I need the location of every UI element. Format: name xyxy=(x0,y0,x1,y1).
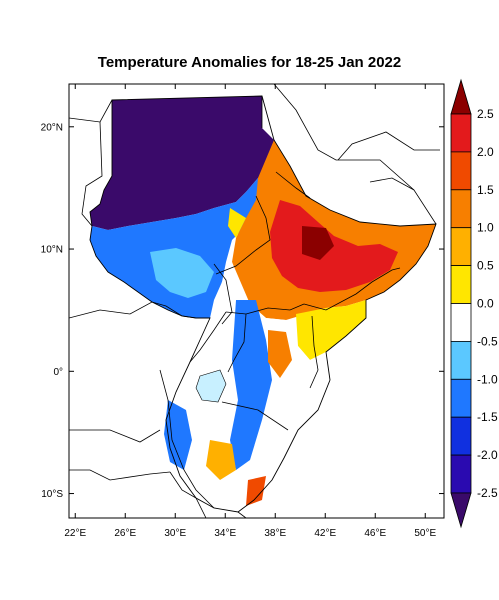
border-line xyxy=(215,195,271,275)
colorbar-box xyxy=(450,378,472,418)
colorbar-label: -2.0 xyxy=(477,448,498,462)
border-line xyxy=(221,401,289,431)
border-line xyxy=(169,471,207,518)
anomaly-region-warm-yellow-west xyxy=(228,208,246,238)
anomaly-region-cool-southwest xyxy=(164,400,192,470)
anomaly-fill-layer xyxy=(90,96,436,512)
colorbar-label: -0.5 xyxy=(477,334,498,348)
colorbar-box xyxy=(450,416,472,456)
x-tick-label: 46°E xyxy=(364,528,386,539)
border-line xyxy=(303,267,401,311)
colorbar-box xyxy=(450,265,472,304)
anomaly-region-warm-south-2 xyxy=(206,440,236,480)
colorbar-box xyxy=(450,303,472,342)
colorbar-label: -2.5 xyxy=(477,486,498,500)
colorbar: 2.5 2.0 1.5 1.0 0.5 0.0 -0.5 -1.0 -1.5 -2.0 -2.5 xyxy=(450,78,498,529)
map-frame xyxy=(68,83,445,519)
border-line xyxy=(69,469,171,481)
border-line xyxy=(69,429,161,443)
colorbar-box xyxy=(450,340,472,380)
colorbar-label: 1.5 xyxy=(477,183,494,197)
anomaly-region-cool-central xyxy=(230,300,272,470)
border-line xyxy=(225,303,305,315)
country-borders xyxy=(69,84,440,518)
colorbar-box xyxy=(450,189,472,229)
anomaly-region-cool-west xyxy=(90,168,280,318)
border-line xyxy=(227,313,247,373)
border-line xyxy=(213,263,233,325)
y-tick-label: 10°S xyxy=(41,489,63,500)
anomaly-region-warm-south-3 xyxy=(246,476,266,506)
x-tick-label: 30°E xyxy=(164,528,186,539)
border-line xyxy=(189,311,227,363)
border-line xyxy=(337,131,440,161)
anomaly-region-warm-south-1 xyxy=(268,330,292,378)
colorbar-label: 0.5 xyxy=(477,259,494,273)
colorbar-bottom-arrow xyxy=(450,492,472,529)
lake-victoria xyxy=(195,369,227,403)
anomaly-region-cold-north xyxy=(90,96,274,230)
colorbar-top-arrow xyxy=(450,78,472,115)
colorbar-box xyxy=(450,151,472,191)
y-axis: 20°N 10°N 0° 10°S xyxy=(41,122,444,500)
colorbar-label: 1.0 xyxy=(477,221,494,235)
colorbar-box xyxy=(450,113,472,153)
border-line xyxy=(81,121,103,227)
x-tick-label: 26°E xyxy=(114,528,136,539)
colorbar-label: -1.5 xyxy=(477,410,498,424)
map-title: Temperature Anomalies for 18-25 Jan 2022 xyxy=(97,54,402,71)
colorbar-label: -1.0 xyxy=(477,372,498,386)
anomaly-region-cool-light xyxy=(150,248,214,298)
border-line xyxy=(159,369,215,509)
colorbar-box xyxy=(450,227,472,266)
colorbar-label: 2.0 xyxy=(477,145,494,159)
colorbar-box xyxy=(450,454,472,494)
x-tick-label: 38°E xyxy=(264,528,286,539)
map-area xyxy=(69,84,444,518)
domain-outline xyxy=(89,95,437,513)
x-tick-label: 34°E xyxy=(214,528,236,539)
border-line xyxy=(237,511,247,518)
colorbar-label: 2.5 xyxy=(477,107,494,121)
x-tick-label: 22°E xyxy=(64,528,86,539)
x-tick-label: 42°E xyxy=(314,528,336,539)
border-line xyxy=(369,177,415,191)
x-axis: 22°E 26°E 30°E 34°E 38°E 42°E 46°E 50°E xyxy=(64,84,436,539)
x-tick-label: 50°E xyxy=(414,528,436,539)
anomaly-region-warm-yellow-south xyxy=(296,300,366,360)
anomaly-region-very-hot-1 xyxy=(302,226,334,260)
y-tick-label: 10°N xyxy=(41,245,63,256)
border-line xyxy=(309,315,319,389)
colorbar-label: 0.0 xyxy=(477,297,494,311)
y-tick-label: 20°N xyxy=(41,122,63,133)
y-tick-label: 0° xyxy=(53,367,63,378)
